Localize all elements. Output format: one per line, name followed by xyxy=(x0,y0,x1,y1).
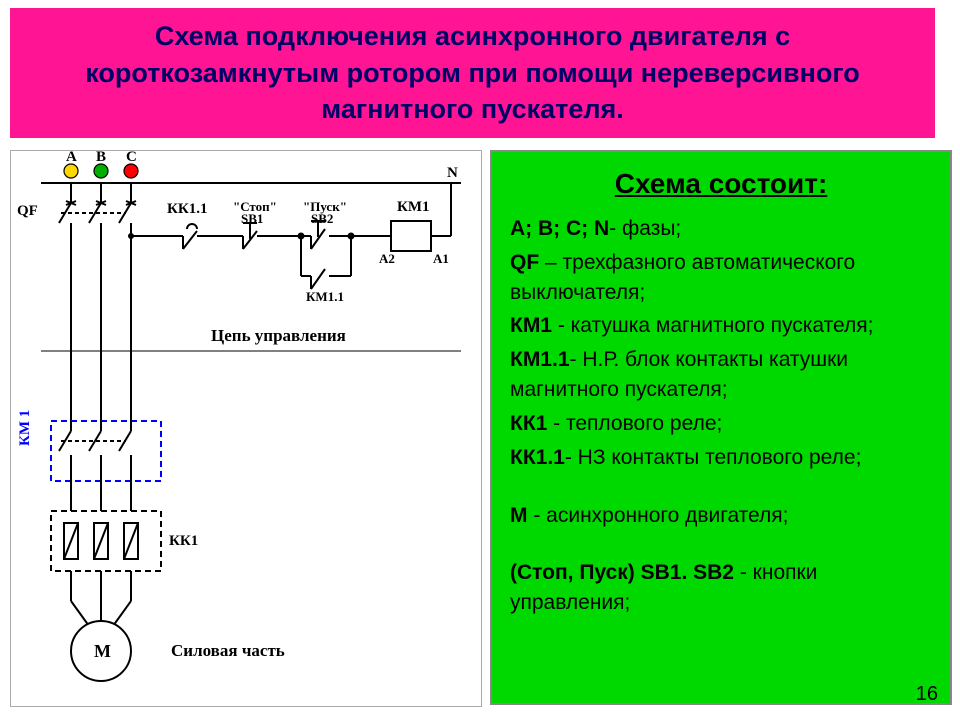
legend-list: А; В; С; N- фазы; QF – трехфазного автома… xyxy=(510,214,932,618)
legend-item-desc: - катушка магнитного пускателя; xyxy=(552,314,873,337)
legend-item-desc: - НЗ контакты теплового реле; xyxy=(565,446,862,469)
label-kk1: КК1 xyxy=(169,533,198,550)
slide-title: Схема подключения асинхронного двигателя… xyxy=(10,8,935,138)
label-a2: A2 xyxy=(379,251,395,267)
legend-item-key: (Стоп, Пуск) SB1. SB2 xyxy=(510,561,734,584)
legend-panel: Схема состоит: А; В; С; N- фазы; QF – тре… xyxy=(490,150,952,705)
label-sb1: SB1 xyxy=(241,211,263,227)
legend-item: (Стоп, Пуск) SB1. SB2 - кнопки управлени… xyxy=(510,558,932,618)
legend-spacer xyxy=(510,477,932,497)
legend-item: КК1.1- НЗ контакты теплового реле; xyxy=(510,443,932,473)
label-sb2: SB2 xyxy=(311,211,333,227)
label-power-part: Силовая часть xyxy=(171,641,285,661)
legend-item: КМ1 - катушка магнитного пускателя; xyxy=(510,311,932,341)
legend-item: QF – трехфазного автоматического выключа… xyxy=(510,248,932,308)
legend-item-desc: - фазы; xyxy=(609,217,681,240)
label-motor-m: М xyxy=(94,641,111,662)
label-phase-c: C xyxy=(126,149,137,166)
legend-item-key: КМ1 xyxy=(510,314,552,337)
schematic-panel: A B C N QF КК1.1 "Стоп" SB1 "Пуск" SB2 К… xyxy=(10,150,482,707)
legend-item: А; В; С; N- фазы; xyxy=(510,214,932,244)
label-phase-b: B xyxy=(96,149,106,166)
legend-item: КК1 - теплового реле; xyxy=(510,409,932,439)
legend-item-key: КК1.1 xyxy=(510,446,565,469)
legend-item-key: А; В; С; N xyxy=(510,217,609,240)
legend-item-key: КК1 xyxy=(510,412,547,435)
label-kk11: КК1.1 xyxy=(167,201,208,218)
legend-spacer xyxy=(510,534,932,554)
label-phase-n: N xyxy=(447,165,458,182)
page-number: 16 xyxy=(916,683,938,706)
slide: Схема подключения асинхронного двигателя… xyxy=(0,0,960,720)
legend-item: КМ1.1- Н.Р. блок контакты катушки магнит… xyxy=(510,345,932,405)
legend-item-key: КМ1.1 xyxy=(510,348,570,371)
schematic-svg xyxy=(11,151,481,706)
legend-item-desc: – трехфазного автоматического выключател… xyxy=(510,251,855,304)
label-km11: КМ1.1 xyxy=(306,289,344,305)
legend-item-desc: - асинхронного двигателя; xyxy=(528,504,789,527)
legend-item-desc: - теплового реле; xyxy=(547,412,722,435)
label-phase-a: A xyxy=(66,149,77,166)
legend-item-key: М xyxy=(510,504,528,527)
label-qf: QF xyxy=(17,203,38,220)
label-km1: КМ1 xyxy=(397,199,430,216)
legend-title: Схема состоит: xyxy=(510,168,932,200)
label-km1-side: КМ 1 xyxy=(17,410,34,446)
label-control-circuit: Цепь управления xyxy=(211,326,346,346)
legend-item-key: QF xyxy=(510,251,539,274)
label-a1: A1 xyxy=(433,251,449,267)
legend-item: М - асинхронного двигателя; xyxy=(510,501,932,531)
